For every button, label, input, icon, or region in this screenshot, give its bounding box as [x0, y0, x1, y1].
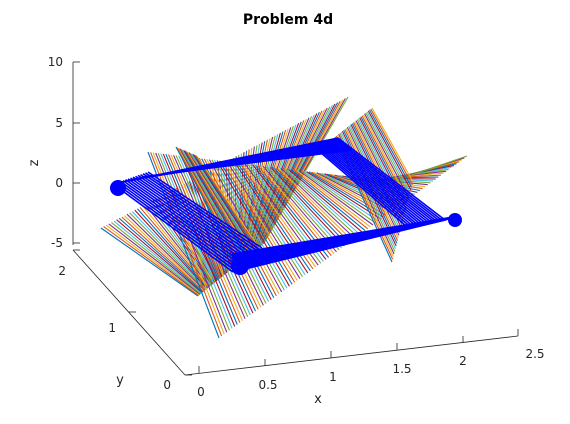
frame-corner [231, 257, 249, 275]
z-tick-label: 0 [55, 176, 63, 190]
y-axis-line [73, 250, 185, 375]
x-ticks: 0 0.5 1 1.5 2 2.5 [197, 329, 544, 399]
frame-corner [448, 213, 462, 227]
x-tick-label: 2 [459, 354, 467, 368]
frame-corner [110, 180, 126, 196]
z-ticks: 10 5 0 -5 [48, 55, 80, 250]
x-tick-label: 1.5 [392, 362, 411, 376]
y-tick-label: 0 [163, 378, 171, 392]
z-tick-label: 5 [55, 116, 63, 130]
x-tick-label: 0.5 [258, 378, 277, 392]
y-tick-label: 1 [108, 321, 116, 335]
z-tick-label: -5 [51, 236, 63, 250]
x-axis-label: x [314, 392, 322, 407]
chart-title: Problem 4d [243, 12, 333, 28]
x-tick-label: 1 [329, 370, 337, 384]
y-tick-label: 2 [58, 264, 66, 278]
z-axis-label: z [27, 159, 42, 166]
z-tick-label: 10 [48, 55, 63, 69]
x-tick-label: 2.5 [525, 347, 544, 361]
y-axis-label: y [116, 373, 124, 388]
x-axis-line [185, 336, 518, 375]
x-tick-label: 0 [197, 385, 205, 399]
